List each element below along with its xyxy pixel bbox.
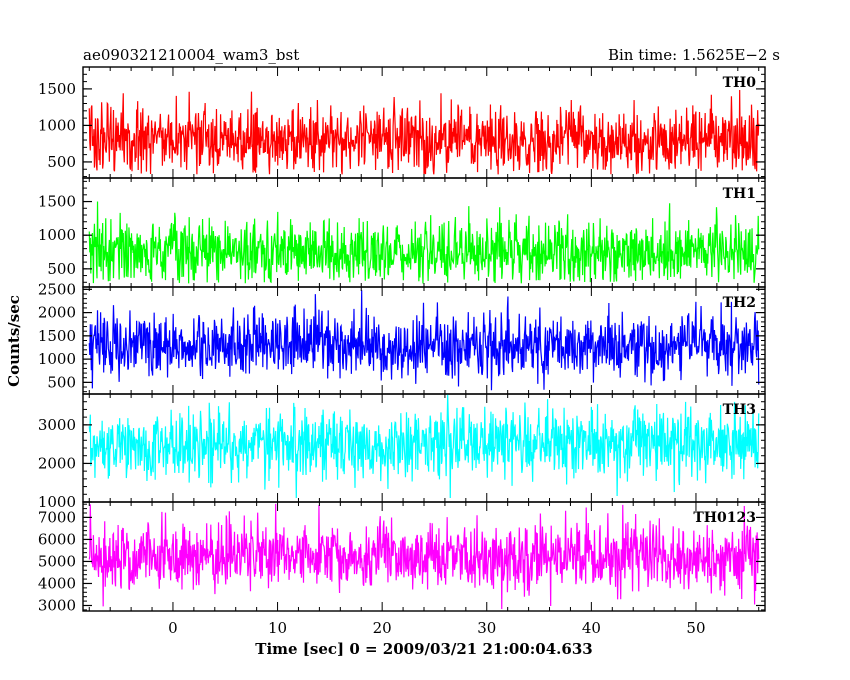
y-tick-label: 1000	[38, 226, 76, 244]
chart-title-right: Bin time: 1.5625E−2 s	[608, 46, 780, 64]
y-tick-label: 1000	[38, 350, 76, 368]
y-tick-label: 2000	[38, 304, 76, 322]
y-tick-label: 2500	[38, 280, 76, 298]
light-curve-th0123	[88, 503, 760, 610]
x-axis-title: Time [sec] 0 = 2009/03/21 21:00:04.633	[255, 640, 592, 658]
panel-label-th3: TH3	[723, 402, 756, 418]
panel-label-th0123: TH0123	[693, 510, 756, 526]
y-tick-label: 5000	[38, 552, 76, 570]
y-tick-label: 500	[47, 153, 76, 171]
y-tick-label: 1500	[38, 327, 76, 345]
x-tick-label: 40	[582, 619, 601, 637]
y-tick-label: 3000	[38, 416, 76, 434]
light-curve-th2	[88, 290, 760, 391]
light-curve-th0	[88, 90, 760, 175]
x-tick-label: 0	[168, 619, 178, 637]
y-tick-label: 1500	[38, 80, 76, 98]
y-tick-label: 1000	[38, 493, 76, 511]
panel-th1: 500 1000 1500 TH1	[38, 177, 766, 288]
panel-th0: 500 1000 1500 TH0	[38, 66, 766, 179]
light-curve-th3	[88, 394, 760, 498]
y-tick-label: 2000	[38, 454, 76, 472]
x-tick-label: 20	[373, 619, 392, 637]
panel-th0123: 3000 4000 5000 6000 7000 TH0123	[38, 501, 766, 614]
chart-title-left: ae090321210004_wam3_bst	[83, 46, 299, 64]
y-tick-label: 4000	[38, 574, 76, 592]
x-axis-labels: 0 10 20 30 40 50	[168, 619, 705, 637]
y-tick-label: 1000	[38, 116, 76, 134]
y-tick-label: 500	[47, 373, 76, 391]
panels-group: 500 1000 1500 TH0 500 1000 1500 TH1 500 1000 1500 2…	[38, 66, 766, 614]
panel-th2: 500 1000 1500 2000 2500 TH2	[38, 280, 766, 395]
y-axis-title: Counts/sec	[5, 295, 23, 387]
panel-label-th1: TH1	[723, 186, 756, 202]
x-tick-label: 50	[686, 619, 705, 637]
y-tick-label: 500	[47, 260, 76, 278]
y-tick-label: 3000	[38, 596, 76, 614]
x-tick-label: 10	[268, 619, 287, 637]
light-curve-th1	[88, 201, 760, 284]
x-tick-label: 30	[477, 619, 496, 637]
y-tick-label: 7000	[38, 508, 76, 526]
panel-label-th2: TH2	[723, 295, 756, 311]
y-tick-label: 6000	[38, 530, 76, 548]
panel-label-th0: TH0	[723, 75, 757, 91]
y-tick-label: 1500	[38, 193, 76, 211]
panel-th3: 1000 2000 3000 TH3	[38, 393, 766, 511]
